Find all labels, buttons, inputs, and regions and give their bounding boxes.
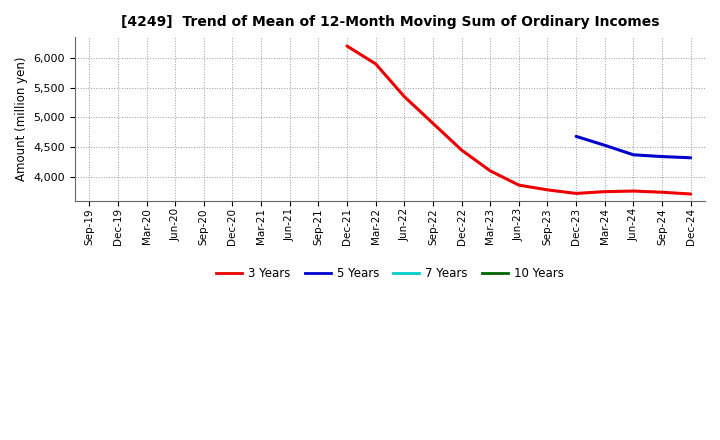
Legend: 3 Years, 5 Years, 7 Years, 10 Years: 3 Years, 5 Years, 7 Years, 10 Years: [212, 262, 568, 285]
Y-axis label: Amount (million yen): Amount (million yen): [15, 57, 28, 181]
Title: [4249]  Trend of Mean of 12-Month Moving Sum of Ordinary Incomes: [4249] Trend of Mean of 12-Month Moving …: [121, 15, 660, 29]
